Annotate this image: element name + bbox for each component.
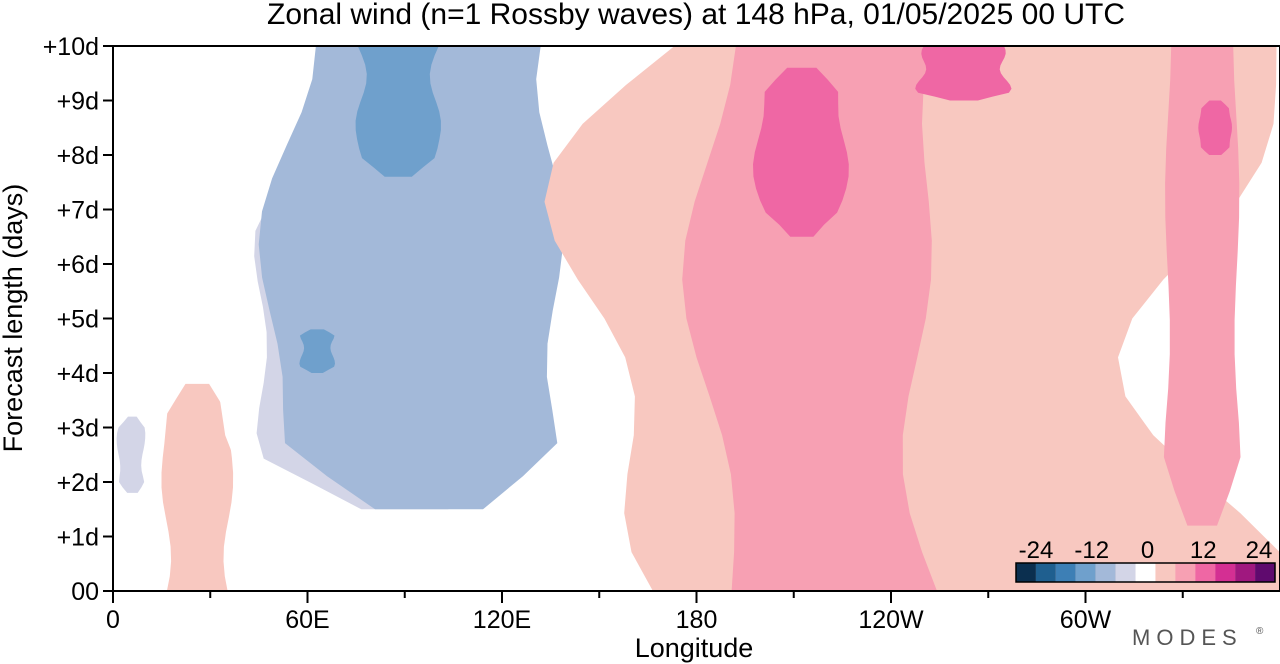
y-tick-label: +9d	[57, 88, 99, 116]
x-tick-label: 0	[106, 606, 120, 634]
contour-westerly-8	[682, 46, 937, 591]
y-tick-label: +4d	[57, 360, 99, 388]
colorbar-swatch	[1215, 563, 1236, 582]
colorbar-swatch	[1175, 563, 1196, 582]
contour-westerly-12	[1198, 100, 1232, 155]
colorbar-swatch	[1135, 563, 1156, 582]
x-tick-label: 180	[676, 606, 718, 634]
contour-easterly-8	[116, 416, 146, 493]
contour-easterly-16	[299, 329, 335, 373]
y-axis: 00 +1d +2d +3d +4d +5d +6d +7d +8d +9d +10d	[43, 33, 113, 606]
x-tick-label: 60W	[1060, 606, 1112, 634]
x-tick-label: 60E	[285, 606, 329, 634]
colorbar-frame	[1015, 562, 1276, 583]
x-tick-label: 120W	[858, 606, 924, 634]
contour-westerly-4	[161, 383, 234, 591]
colorbar-label: -24	[1019, 537, 1054, 564]
chart-title: Zonal wind (n=1 Rossby waves) at 148 hPa…	[267, 0, 1125, 31]
colorbar-label: 12	[1190, 537, 1217, 564]
y-tick-label: +2d	[57, 469, 99, 497]
contour-easterly-12	[258, 46, 564, 510]
colorbar-swatch	[1115, 563, 1136, 582]
y-tick-label: +3d	[57, 415, 99, 443]
y-axis-label: Forecast length (days)	[0, 184, 28, 453]
contour-westerly-8	[1163, 46, 1241, 526]
contour-westerly-12	[753, 67, 849, 237]
colorbar-label: 24	[1246, 537, 1273, 564]
y-tick-label: +6d	[57, 251, 99, 279]
colorbar-swatch	[1016, 563, 1036, 582]
y-tick-label: +7d	[57, 197, 99, 225]
y-tick-label: +1d	[57, 524, 99, 552]
x-tick-label: 120E	[473, 606, 531, 634]
colorbar-swatch	[1035, 563, 1056, 582]
y-tick-label: +5d	[57, 306, 99, 334]
contour-westerly-12	[915, 46, 1012, 101]
colorbar-swatch	[1055, 563, 1076, 582]
colorbar-swatch	[1235, 563, 1256, 582]
x-axis: 0 60E 120E 180 120W 60W	[106, 591, 1184, 634]
colorbar: -24 -12 0 12 24	[1015, 537, 1276, 583]
contour-fills	[113, 46, 1280, 591]
registered-mark: ®	[1256, 626, 1264, 637]
colorbar-swatch	[1195, 563, 1216, 582]
colorbar-swatch	[1155, 563, 1176, 582]
x-axis-label: Longitude	[635, 633, 754, 663]
colorbar-swatch	[1255, 563, 1275, 582]
modes-logo: MODES	[1132, 625, 1243, 650]
y-tick-label: +8d	[57, 142, 99, 170]
y-tick-label: +10d	[43, 33, 99, 61]
y-tick-label: 00	[71, 578, 99, 606]
colorbar-label: 0	[1141, 537, 1154, 564]
colorbar-swatch	[1075, 563, 1096, 582]
colorbar-label: -12	[1074, 537, 1109, 564]
colorbar-swatch	[1095, 563, 1116, 582]
contour-easterly-16	[355, 46, 441, 177]
